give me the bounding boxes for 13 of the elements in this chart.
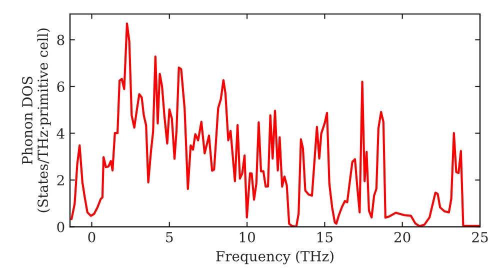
y-tick-label: 8 [57,34,64,46]
y-tick-label: 6 [57,81,64,92]
x-axis-title: Frequency (THz) [216,250,334,264]
y-tick-label: 0 [57,222,64,232]
y-tick-label: 4 [56,128,64,139]
x-tick-label: 5 [166,232,173,242]
y-axis-title: Phonon DOS (States/THz·primitive cell) [22,28,51,212]
x-tick-label: 20 [394,232,410,242]
x-tick-label: 25 [472,232,488,242]
y-tick-label: 2 [57,175,64,186]
x-tick-label: 15 [318,232,332,242]
x-tick-label: 10 [240,232,255,242]
x-tick-label: 0 [88,232,96,242]
